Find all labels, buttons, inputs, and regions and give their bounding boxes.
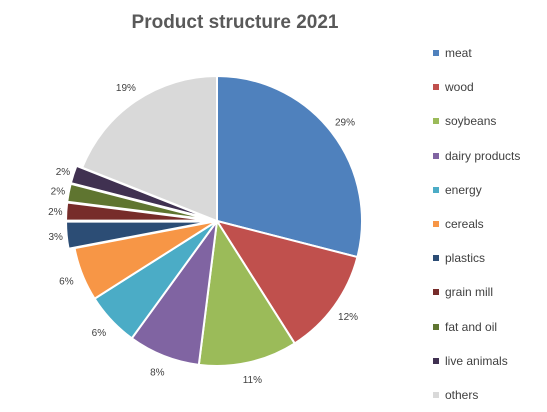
pie-chart: 29% 12% 11% 8% 6% 6% 3% 2% 2% 2% 19% (48, 74, 363, 386)
legend-swatch (433, 152, 439, 159)
legend-label: live animals (445, 353, 508, 368)
legend-label: energy (445, 182, 482, 197)
pie-slice-meat (216, 74, 363, 259)
legend-swatch (433, 357, 439, 364)
data-label-soybeans: 11% (243, 375, 262, 386)
legend-item-fat-and-oil: fat and oil (433, 310, 545, 344)
legend-swatch (433, 84, 439, 91)
legend-item-dairy-products: dairy products (433, 139, 545, 173)
data-label-plastics: 3% (48, 232, 63, 243)
legend-item-wood: wood (433, 70, 545, 104)
legend-label: meat (445, 46, 472, 61)
legend-swatch (433, 323, 439, 330)
legend-item-cereals: cereals (433, 207, 545, 241)
legend-item-soybeans: soybeans (433, 104, 545, 138)
data-label-dairy-products: 8% (150, 368, 165, 379)
legend-item-grain-mill: grain mill (433, 275, 545, 309)
legend-item-others: others (433, 378, 545, 412)
legend-label: fat and oil (445, 319, 498, 334)
legend-swatch (433, 186, 439, 193)
legend-swatch (433, 289, 439, 296)
data-label-wood: 12% (338, 312, 358, 323)
pie-slice-soybeans (197, 218, 297, 367)
legend-swatch (433, 50, 439, 57)
legend-label: cereals (445, 217, 484, 232)
legend-swatch (433, 118, 439, 125)
legend-swatch (433, 221, 439, 228)
legend-item-meat: meat (433, 36, 545, 70)
chart-title: Product structure 2021 (131, 12, 339, 33)
legend: meat wood soybeans dairy products energy cere… (433, 36, 545, 412)
legend-item-plastics: plastics (433, 241, 545, 275)
pie-slice-wood (214, 219, 359, 345)
data-label-others: 19% (116, 83, 136, 94)
data-label-energy: 6% (92, 328, 107, 339)
data-label-cereals: 6% (59, 277, 74, 288)
legend-swatch (433, 255, 439, 262)
legend-label: soybeans (445, 114, 497, 129)
data-label-fat-and-oil: 2% (51, 187, 66, 198)
data-label-grain-mill: 2% (48, 207, 63, 218)
legend-label: others (445, 387, 479, 402)
legend-label: dairy products (445, 148, 521, 163)
data-label-live-animals: 2% (56, 167, 71, 178)
legend-item-energy: energy (433, 173, 545, 207)
legend-label: plastics (445, 251, 486, 266)
pie-slice-others (80, 74, 218, 223)
legend-swatch (433, 391, 439, 398)
legend-label: grain mill (445, 285, 494, 300)
legend-label: wood (445, 80, 474, 95)
data-label-meat: 29% (335, 118, 355, 129)
legend-item-live-animals: live animals (433, 344, 545, 378)
